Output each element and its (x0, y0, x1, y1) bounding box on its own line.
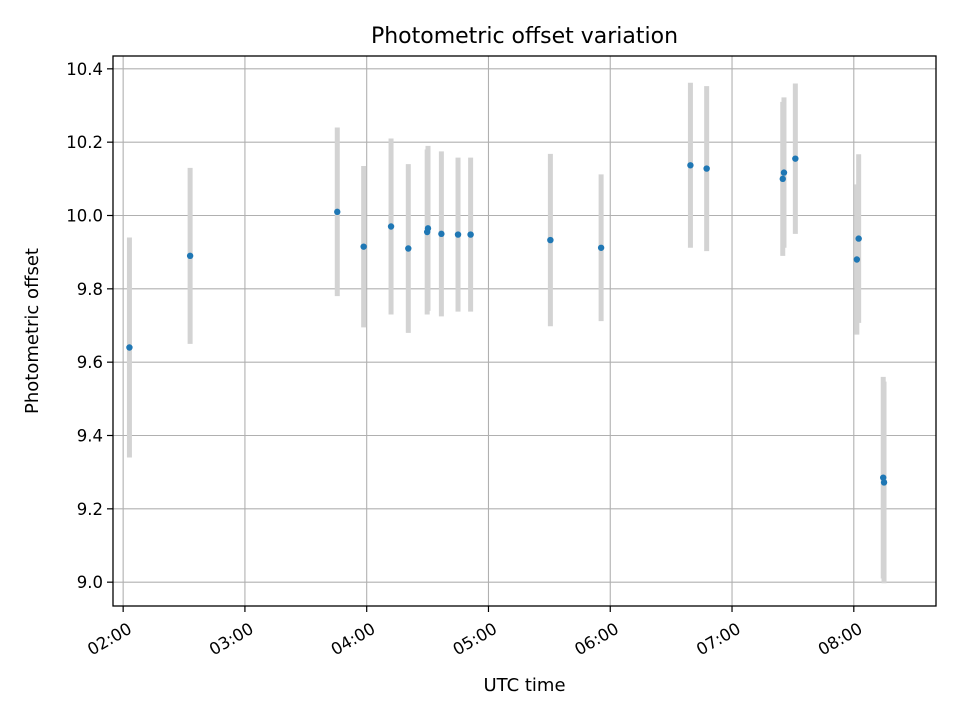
data-point (454, 231, 462, 238)
data-point (853, 256, 861, 263)
y-tick-label: 10.2 (66, 133, 103, 152)
data-point (687, 162, 694, 169)
y-tick-label: 9.0 (77, 573, 103, 592)
x-axis-label: UTC time (483, 675, 565, 696)
data-point (387, 223, 395, 230)
x-tick-label: 05:00 (450, 619, 501, 659)
data-point (424, 225, 432, 232)
x-tick-label: 03:00 (206, 619, 257, 659)
data-point (186, 252, 194, 260)
data-point (547, 236, 554, 244)
x-axis-ticks: 02:00 03:00 04:00 05:00 06:00 07:00 08:00 (84, 606, 866, 659)
data-point (779, 175, 786, 183)
data-point (334, 208, 341, 216)
y-tick-label: 9.4 (77, 427, 103, 446)
data-point (126, 344, 133, 351)
data-point (467, 231, 474, 238)
x-tick-label: 06:00 (571, 619, 622, 659)
x-tick-label: 07:00 (693, 619, 744, 659)
data-point (780, 169, 788, 176)
data-points (126, 155, 888, 486)
x-tick-label: 02:00 (84, 619, 135, 659)
y-tick-label: 9.8 (77, 280, 103, 299)
x-tick-label: 08:00 (815, 619, 866, 659)
y-tick-label: 10.0 (66, 207, 103, 226)
chart-title: Photometric offset variation (371, 24, 678, 49)
data-point (438, 230, 445, 238)
data-point (792, 155, 799, 162)
y-axis-ticks: 9.0 9.2 9.4 9.6 9.8 10.0 10.2 10.4 (66, 60, 113, 592)
x-tick-label: 04:00 (328, 619, 379, 659)
data-point (703, 165, 710, 172)
y-axis-label: Photometric offset (22, 248, 43, 414)
data-point (880, 474, 887, 481)
error-bars (126, 82, 887, 584)
data-point (597, 244, 605, 251)
plot-frame (112, 55, 937, 607)
y-tick-label: 9.6 (77, 353, 103, 372)
data-point (880, 479, 888, 486)
grid-lines (113, 56, 936, 606)
data-point (405, 245, 412, 252)
data-point (360, 243, 367, 250)
y-tick-label: 9.2 (77, 500, 103, 519)
data-point (855, 235, 862, 242)
y-tick-label: 10.4 (66, 60, 103, 79)
